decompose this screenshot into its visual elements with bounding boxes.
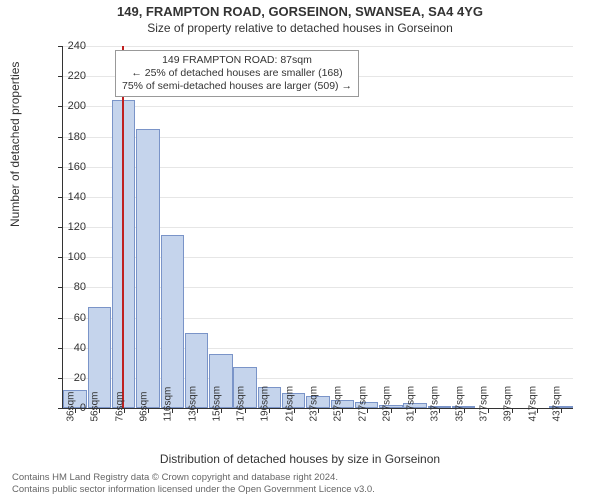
annotation-line1: 149 FRAMPTON ROAD: 87sqm	[122, 54, 352, 67]
ytick-label: 160	[46, 161, 86, 173]
histogram-bar	[161, 235, 184, 408]
footnote: Contains HM Land Registry data © Crown c…	[12, 472, 588, 496]
ytick-label: 120	[46, 221, 86, 233]
ytick-label: 220	[46, 70, 86, 82]
annotation-line2: ← 25% of detached houses are smaller (16…	[122, 67, 352, 80]
histogram-bar	[136, 129, 159, 408]
x-axis-label: Distribution of detached houses by size …	[0, 452, 600, 466]
ytick-label: 80	[46, 281, 86, 293]
footnote-line2: Contains public sector information licen…	[12, 484, 375, 495]
plot-area: 149 FRAMPTON ROAD: 87sqm← 25% of detache…	[62, 46, 573, 409]
ytick-label: 100	[46, 251, 86, 263]
ytick-label: 40	[46, 342, 86, 354]
gridline	[63, 46, 573, 47]
ytick-label: 240	[46, 40, 86, 52]
annotation-line3: 75% of semi-detached houses are larger (…	[122, 80, 352, 93]
ytick-label: 180	[46, 131, 86, 143]
page-title: 149, FRAMPTON ROAD, GORSEINON, SWANSEA, …	[0, 0, 600, 21]
ytick-label: 140	[46, 191, 86, 203]
ytick-label: 60	[46, 312, 86, 324]
annotation-box: 149 FRAMPTON ROAD: 87sqm← 25% of detache…	[115, 50, 359, 97]
histogram-bar	[112, 100, 135, 408]
gridline	[63, 106, 573, 107]
footnote-line1: Contains HM Land Registry data © Crown c…	[12, 472, 338, 483]
y-axis-label: Number of detached properties	[8, 62, 22, 227]
reference-line	[122, 46, 124, 408]
chart-subtitle: Size of property relative to detached ho…	[0, 21, 600, 37]
ytick-label: 20	[46, 372, 86, 384]
ytick-label: 200	[46, 100, 86, 112]
